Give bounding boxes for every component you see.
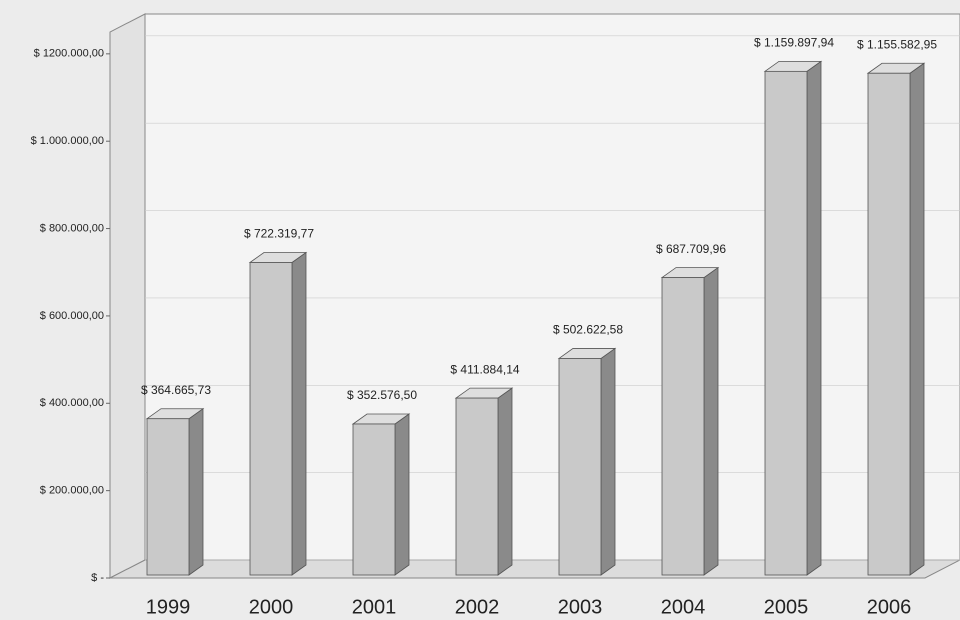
side-wall xyxy=(109,13,146,579)
y-tick-label: $ 1.000.000,00 xyxy=(31,135,104,147)
x-tick-label: 2003 xyxy=(558,596,603,618)
bar xyxy=(352,423,396,576)
value-label: $ 364.665,73 xyxy=(141,383,211,397)
bar xyxy=(764,70,808,576)
value-label: $ 502.622,58 xyxy=(553,323,623,337)
bar-side xyxy=(188,407,204,576)
bar-side xyxy=(703,266,719,576)
value-label: $ 722.319,77 xyxy=(244,227,314,241)
bar xyxy=(661,277,705,576)
value-label: $ 1.155.582,95 xyxy=(857,37,937,51)
bar xyxy=(558,358,602,576)
x-tick-label: 2002 xyxy=(455,596,500,618)
y-tick-label: $ 200.000,00 xyxy=(40,485,104,497)
value-label: $ 687.709,96 xyxy=(656,242,726,256)
x-tick-label: 2001 xyxy=(352,596,397,618)
bar-side xyxy=(600,347,616,576)
y-tick-label: $ 800.000,00 xyxy=(40,222,104,234)
bar xyxy=(867,72,911,576)
bar-side xyxy=(497,387,513,576)
x-tick-label: 1999 xyxy=(146,596,191,618)
x-tick-label: 2005 xyxy=(764,596,809,618)
bar xyxy=(146,418,190,576)
x-tick-label: 2004 xyxy=(661,596,706,618)
y-tick-label: $ - xyxy=(91,572,104,584)
x-tick-label: 2000 xyxy=(249,596,294,618)
bar xyxy=(455,397,499,576)
y-tick-label: $ 1200.000,00 xyxy=(34,48,104,60)
bar-side xyxy=(291,251,307,576)
value-label: $ 1.159.897,94 xyxy=(754,36,834,50)
value-label: $ 411.884,14 xyxy=(450,362,520,376)
bar-side xyxy=(909,62,925,576)
y-tick-label: $ 600.000,00 xyxy=(40,310,104,322)
bar-side xyxy=(394,413,410,576)
y-tick-label: $ 400.000,00 xyxy=(40,397,104,409)
bar-side xyxy=(806,60,822,576)
bar xyxy=(249,262,293,576)
x-tick-label: 2006 xyxy=(867,596,912,618)
floor xyxy=(109,559,960,579)
value-label: $ 352.576,50 xyxy=(347,388,417,402)
